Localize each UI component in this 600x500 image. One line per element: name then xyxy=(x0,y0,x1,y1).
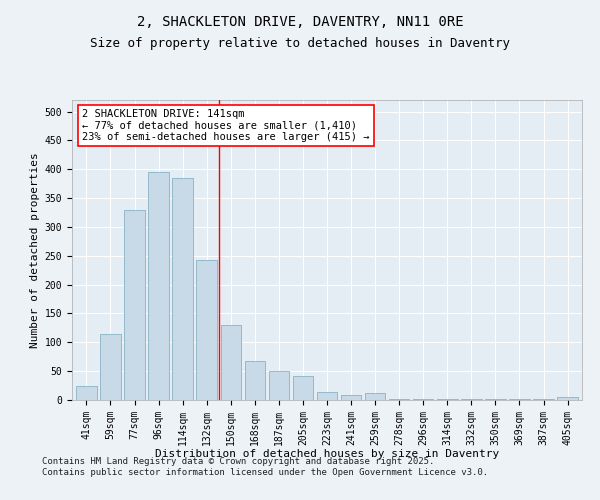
Bar xyxy=(341,395,361,400)
Text: 2 SHACKLETON DRIVE: 141sqm
← 77% of detached houses are smaller (1,410)
23% of s: 2 SHACKLETON DRIVE: 141sqm ← 77% of deta… xyxy=(82,109,370,142)
Bar xyxy=(245,361,265,400)
Bar xyxy=(196,260,217,400)
Bar xyxy=(413,399,433,400)
Bar xyxy=(124,210,145,400)
Bar xyxy=(269,371,289,400)
Bar xyxy=(557,397,578,400)
Bar xyxy=(293,376,313,400)
Y-axis label: Number of detached properties: Number of detached properties xyxy=(31,152,40,348)
Text: Size of property relative to detached houses in Daventry: Size of property relative to detached ho… xyxy=(90,38,510,51)
Bar xyxy=(317,392,337,400)
Bar xyxy=(221,325,241,400)
Bar xyxy=(389,399,409,400)
Bar xyxy=(76,386,97,400)
Bar xyxy=(148,172,169,400)
Text: 2, SHACKLETON DRIVE, DAVENTRY, NN11 0RE: 2, SHACKLETON DRIVE, DAVENTRY, NN11 0RE xyxy=(137,15,463,29)
X-axis label: Distribution of detached houses by size in Daventry: Distribution of detached houses by size … xyxy=(155,449,499,459)
Text: Contains HM Land Registry data © Crown copyright and database right 2025.
Contai: Contains HM Land Registry data © Crown c… xyxy=(42,458,488,477)
Bar xyxy=(172,178,193,400)
Bar xyxy=(100,334,121,400)
Bar xyxy=(365,393,385,400)
